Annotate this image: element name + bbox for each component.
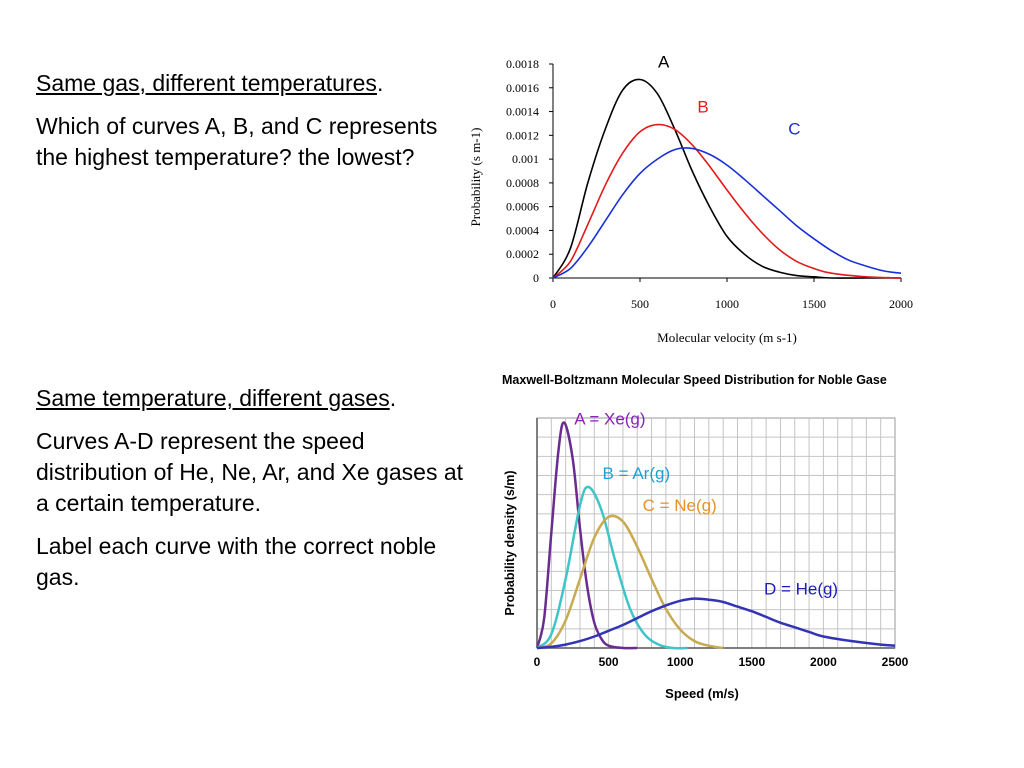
chart1-series-C-label: C xyxy=(788,119,800,138)
chart1-x-tick-label: 2000 xyxy=(889,297,913,311)
chart1-series-A-label: A xyxy=(658,52,670,71)
chart1-series-C-line xyxy=(552,147,902,279)
chart2-x-tick-label: 2500 xyxy=(882,655,909,669)
section2-paragraph2: Label each curve with the correct noble … xyxy=(36,533,437,590)
chart2-y-axis-label: Probability density (s/m) xyxy=(503,470,517,615)
chart2-title: Maxwell-Boltzmann Molecular Speed Distri… xyxy=(502,373,887,387)
chart1-y-axis-label: Probability (s m-1) xyxy=(468,128,483,227)
chart2-series-d-label: D = He(g) xyxy=(764,580,838,599)
chart1-y-tick-label: 0.0014 xyxy=(506,105,539,119)
chart1-series-B-label: B xyxy=(697,98,708,117)
chart2-series-a-line xyxy=(535,421,638,650)
chart1-y-tick-label: 0.0004 xyxy=(506,223,539,237)
section2-paragraph1: Curves A-D represent the speed distribut… xyxy=(36,428,464,516)
section1-heading-text: Same gas, different temperatures xyxy=(36,70,377,96)
chart2-series-c-line xyxy=(536,514,724,650)
chart2-series-b-line xyxy=(536,485,688,650)
chart1-x-axis-label: Molecular velocity (m s-1) xyxy=(657,330,797,345)
chart2-x-tick-label: 1000 xyxy=(667,655,694,669)
chart1-y-tick-label: 0 xyxy=(533,271,539,285)
chart1-y-tick-label: 0.0008 xyxy=(506,176,539,190)
section2-heading-text: Same temperature, different gases xyxy=(36,385,390,411)
chart2-x-tick-label: 500 xyxy=(599,655,619,669)
chart1-x-tick-label: 1500 xyxy=(802,297,826,311)
section1-heading: Same gas, different temperatures. xyxy=(36,68,456,99)
chart1-series-A-line xyxy=(552,78,901,279)
chart2-x-tick-label: 2000 xyxy=(810,655,837,669)
chart2-x-tick-label: 0 xyxy=(534,655,541,669)
chart1-y-tick-label: 0.0002 xyxy=(506,247,539,261)
section2-heading-suffix: . xyxy=(389,385,397,411)
chart1-y-tick-label: 0.0006 xyxy=(506,200,539,214)
chart2-x-axis-label: Speed (m/s) xyxy=(665,686,739,701)
section2-heading: Same temperature, different gases. xyxy=(36,383,476,414)
chart1-y-tick-label: 0.0018 xyxy=(506,57,539,71)
chart1-y-tick-label: 0.0012 xyxy=(506,128,539,142)
chart1-series-B-line xyxy=(552,123,902,279)
chart2-x-tick-label: 1500 xyxy=(738,655,765,669)
chart-noble-gas-distribution: Maxwell-Boltzmann Molecular Speed Distri… xyxy=(502,373,909,701)
chart2-series-b-label: B = Ar(g) xyxy=(603,464,671,483)
chart-temperature-distribution: 0 0.0002 0.0004 0.0006 0.0008 0.001 0.0012 0.00… xyxy=(468,52,913,345)
chart1-x-tick-label: 500 xyxy=(631,297,649,311)
section-same-temperature: Same temperature, different gases. Curve… xyxy=(36,383,476,605)
section1-heading-suffix: . xyxy=(376,70,384,96)
chart1-y-tick-label: 0.001 xyxy=(512,152,539,166)
chart1-x-tick-label: 1000 xyxy=(715,297,739,311)
chart1-x-tick-label: 0 xyxy=(550,297,556,311)
section-same-gas: Same gas, different temperatures. Which … xyxy=(36,68,456,185)
chart2-series-d-line xyxy=(536,597,896,650)
chart1-y-tick-label: 0.0016 xyxy=(506,81,539,95)
chart2-series-c-label: C = Ne(g) xyxy=(643,496,717,515)
section1-question: Which of curves A, B, and C represents t… xyxy=(36,113,438,170)
chart2-series-a-label: A = Xe(g) xyxy=(574,410,645,429)
